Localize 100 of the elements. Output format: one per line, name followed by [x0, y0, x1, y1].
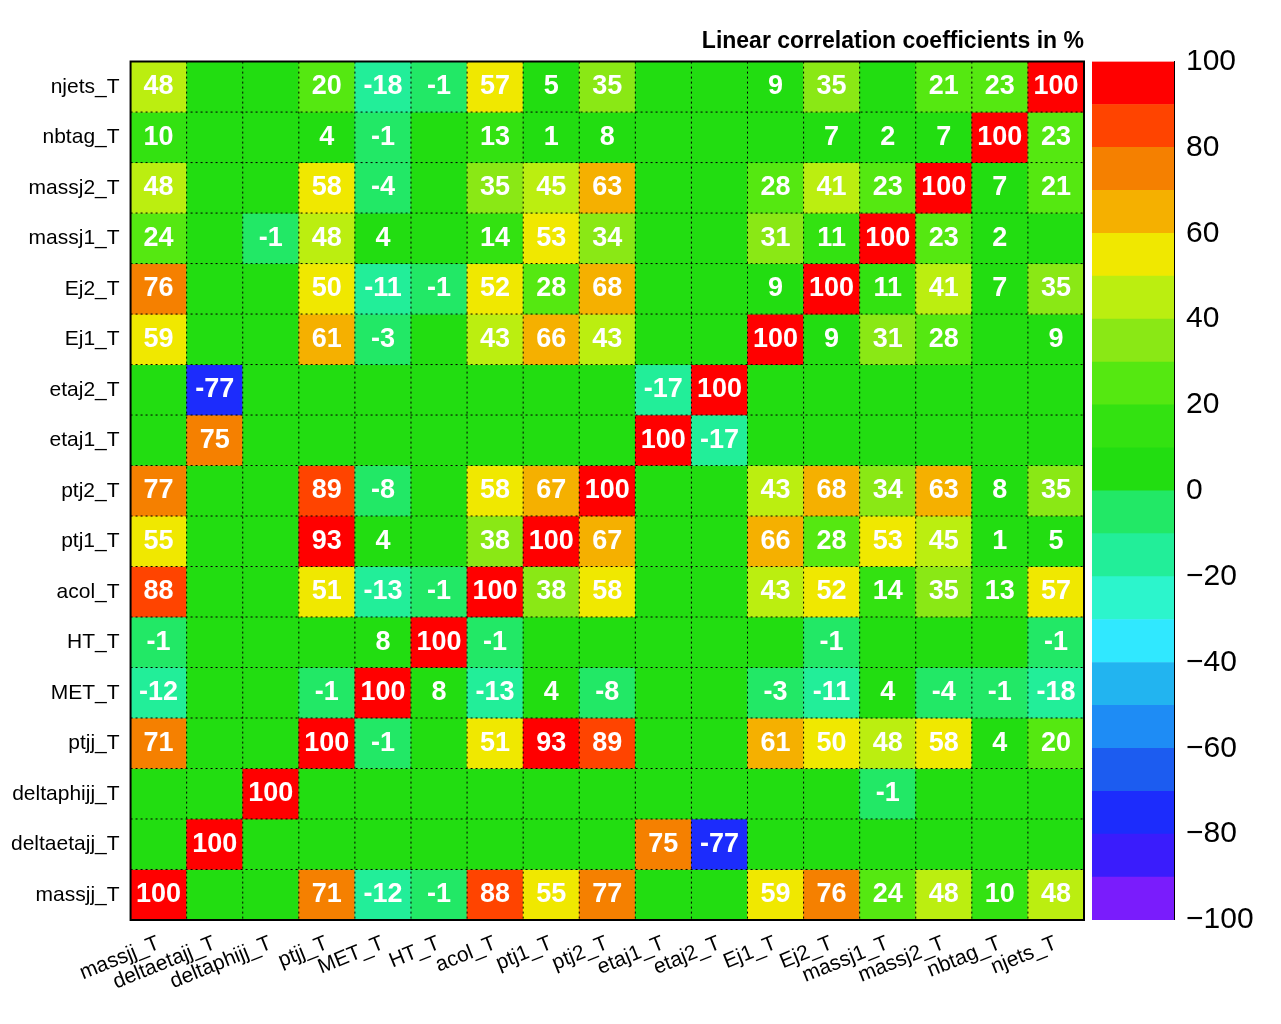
- data-label: 75: [199, 423, 230, 454]
- data-label: -11: [364, 272, 402, 303]
- data-label: 4: [880, 676, 896, 707]
- data-label: 48: [928, 878, 959, 909]
- data-label: -8: [370, 474, 395, 505]
- data-label: -77: [195, 373, 235, 404]
- data-label: 75: [648, 827, 679, 858]
- data-label: -1: [427, 272, 452, 303]
- data-label: -4: [931, 676, 956, 707]
- data-label: -17: [643, 373, 683, 404]
- data-label: 31: [760, 221, 791, 252]
- data-label: 11: [873, 272, 902, 303]
- data-label: 4: [543, 676, 559, 707]
- data-label: 2: [992, 221, 1008, 252]
- data-label: 59: [143, 322, 174, 353]
- data-label: 55: [143, 524, 174, 555]
- data-label: 53: [536, 221, 567, 252]
- data-label: 100: [1033, 70, 1079, 101]
- data-label: 5: [1048, 524, 1064, 555]
- data-label: 100: [528, 524, 574, 555]
- data-label: -8: [595, 676, 620, 707]
- data-label: -1: [427, 70, 452, 101]
- y-tick-label: etaj1_T: [49, 427, 120, 452]
- color-bar-label: 100: [1186, 42, 1237, 76]
- data-label: 58: [311, 171, 342, 202]
- data-label: 48: [1040, 878, 1071, 909]
- data-label: 63: [592, 171, 623, 202]
- y-tick-label: Ej2_T: [64, 275, 120, 300]
- data-label: 53: [872, 524, 903, 555]
- data-label: 68: [816, 474, 847, 505]
- data-label: 35: [928, 575, 959, 606]
- data-label: 20: [1040, 726, 1071, 757]
- data-label: 24: [143, 221, 174, 252]
- data-label: -11: [812, 676, 851, 707]
- data-label: 100: [809, 272, 855, 303]
- data-label: 38: [536, 575, 567, 606]
- data-label: -1: [258, 221, 283, 252]
- data-label: 100: [136, 878, 182, 909]
- data-label: 7: [992, 272, 1008, 303]
- color-bar-label: −100: [1186, 901, 1254, 935]
- data-label: 100: [977, 120, 1023, 151]
- data-label: 28: [760, 171, 791, 202]
- data-label: 9: [1048, 322, 1064, 353]
- data-label: 23: [1040, 120, 1071, 151]
- data-label: 14: [872, 575, 903, 606]
- data-label: 4: [319, 120, 335, 151]
- color-bar-label: 80: [1186, 128, 1220, 162]
- data-label: 35: [592, 70, 623, 101]
- color-bar-label: −60: [1186, 729, 1237, 763]
- data-label: 71: [143, 726, 174, 757]
- data-label: -13: [363, 575, 403, 606]
- data-label: -1: [875, 777, 900, 808]
- data-label: 48: [143, 171, 174, 202]
- data-label: 31: [872, 322, 903, 353]
- data-label: 51: [311, 575, 342, 606]
- data-label: 9: [768, 272, 784, 303]
- data-label: 10: [143, 120, 174, 151]
- data-label: 100: [921, 171, 967, 202]
- data-label: 100: [248, 777, 294, 808]
- data-label: -1: [1043, 625, 1068, 656]
- data-label: 1: [543, 120, 559, 151]
- x-tick-label: Ej1_T: [719, 930, 780, 974]
- data-label: 100: [865, 221, 911, 252]
- data-label: 34: [872, 474, 903, 505]
- data-label: 35: [816, 70, 847, 101]
- color-bar-label: −20: [1186, 557, 1237, 591]
- data-label: -12: [363, 878, 403, 909]
- data-label: -4: [370, 171, 395, 202]
- y-tick-label: deltaphijj_T: [12, 780, 120, 805]
- data-label: 35: [1040, 272, 1071, 303]
- data-label: -1: [146, 625, 171, 656]
- data-label: 59: [760, 878, 791, 909]
- data-label: 50: [816, 726, 847, 757]
- data-label: 9: [824, 322, 840, 353]
- data-label: 10: [984, 878, 1015, 909]
- data-label: -1: [427, 575, 452, 606]
- data-label: 52: [480, 272, 511, 303]
- data-label: 43: [592, 322, 623, 353]
- data-label: 63: [928, 474, 959, 505]
- data-label: -1: [427, 878, 452, 909]
- data-label: 58: [480, 474, 511, 505]
- data-label: 52: [816, 575, 847, 606]
- y-tick-label: massj2_T: [28, 174, 120, 199]
- color-bar-label: 0: [1186, 472, 1203, 506]
- data-label: 21: [928, 70, 959, 101]
- data-label: 58: [928, 726, 959, 757]
- data-label: -1: [370, 726, 395, 757]
- data-label: 76: [143, 272, 174, 303]
- data-label: 4: [375, 221, 391, 252]
- y-tick-label: ptj2_T: [61, 477, 120, 502]
- data-label: 100: [696, 373, 742, 404]
- data-label: 88: [480, 878, 511, 909]
- y-tick-label: deltaetajj_T: [10, 831, 120, 856]
- data-label: 76: [816, 878, 847, 909]
- data-label: -18: [363, 70, 403, 101]
- y-tick-label: MET_T: [50, 679, 120, 704]
- data-label: 51: [480, 726, 511, 757]
- data-label: 100: [416, 625, 462, 656]
- data-label: 45: [928, 524, 959, 555]
- data-label: 23: [928, 221, 959, 252]
